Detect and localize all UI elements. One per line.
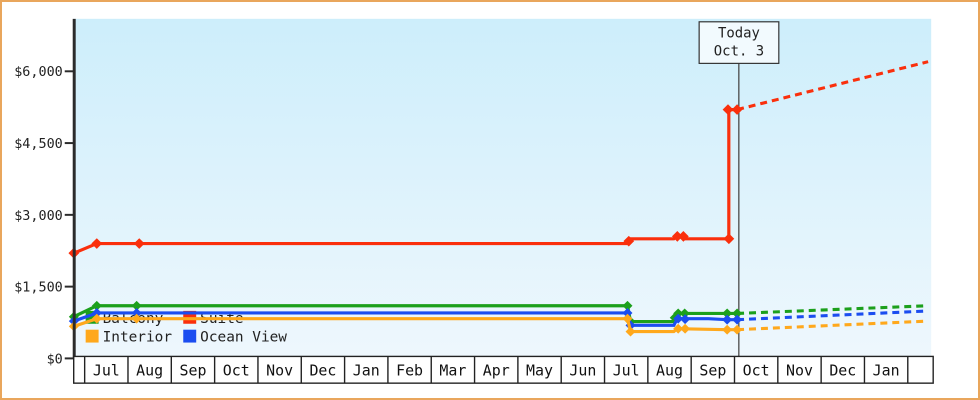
month-label: Dec bbox=[829, 362, 856, 380]
month-label: Nov bbox=[266, 362, 293, 380]
forecast-line-interior bbox=[737, 319, 929, 332]
data-marker-ocean_view bbox=[622, 307, 633, 318]
data-marker-balcony bbox=[673, 308, 684, 319]
data-marker-suite bbox=[723, 233, 735, 245]
month-label: Feb bbox=[396, 362, 423, 380]
month-label: Sep bbox=[699, 362, 726, 380]
y-axis-label: $4,500 bbox=[14, 137, 63, 152]
today-label: Today bbox=[718, 26, 760, 42]
data-marker-balcony bbox=[679, 308, 690, 319]
month-label: Oct bbox=[743, 362, 770, 380]
month-label: Jun bbox=[569, 362, 596, 380]
data-marker-interior bbox=[625, 326, 636, 337]
y-axis-label: $0 bbox=[47, 352, 63, 367]
data-marker-interior bbox=[732, 324, 743, 335]
month-label: Aug bbox=[136, 362, 163, 380]
plot-background bbox=[74, 18, 932, 357]
price-series-interior bbox=[68, 313, 929, 337]
month-label: Oct bbox=[223, 362, 250, 380]
month-label: Nov bbox=[786, 362, 813, 380]
legend-swatch-ocean-view bbox=[183, 329, 197, 343]
month-label: Jul bbox=[93, 362, 120, 380]
month-label: Mar bbox=[439, 362, 466, 380]
data-marker-ocean_view bbox=[680, 314, 691, 325]
legend-item: Interior bbox=[85, 329, 173, 346]
data-marker-interior bbox=[680, 323, 691, 334]
y-axis-label: $1,500 bbox=[14, 281, 63, 296]
data-marker-ocean_view bbox=[722, 314, 733, 325]
data-marker-balcony bbox=[722, 308, 733, 319]
y-axis-label: $6,000 bbox=[14, 65, 63, 80]
today-box bbox=[698, 21, 780, 64]
legend-label: Ocean View bbox=[200, 330, 287, 346]
data-marker-balcony bbox=[622, 300, 633, 311]
data-marker-balcony bbox=[732, 308, 743, 319]
forecast-line-suite bbox=[736, 60, 929, 112]
data-marker-ocean_view bbox=[732, 314, 743, 325]
month-label: Jan bbox=[873, 362, 900, 380]
price-line-ocean_view bbox=[73, 311, 738, 327]
month-label: Aug bbox=[656, 362, 683, 380]
legend-label: Interior bbox=[103, 330, 173, 346]
month-label: Dec bbox=[309, 362, 336, 380]
month-label: Jan bbox=[353, 362, 380, 380]
month-label: Jul bbox=[613, 362, 640, 380]
forecast-line-ocean_view bbox=[737, 309, 929, 322]
month-row bbox=[73, 355, 934, 384]
data-marker-suite bbox=[671, 231, 683, 242]
month-axis: Jul Aug Sep Oct Nov Dec Jan Feb Mar Apr May Jun Jul A… bbox=[73, 355, 934, 384]
forecast-line-balcony bbox=[737, 304, 929, 315]
month-label: Sep bbox=[179, 362, 206, 380]
y-axis-label: $3,000 bbox=[14, 209, 63, 224]
data-marker-interior bbox=[622, 313, 633, 324]
legend-swatch-interior bbox=[85, 329, 99, 343]
data-marker-ocean_view bbox=[673, 313, 684, 324]
data-marker-interior bbox=[673, 323, 684, 334]
month-label: May bbox=[526, 362, 553, 380]
legend-item: Ocean View bbox=[183, 330, 287, 346]
data-marker-interior bbox=[722, 324, 733, 335]
data-marker-suite bbox=[623, 235, 635, 247]
today-date-label: Oct. 3 bbox=[714, 43, 764, 59]
month-label: Apr bbox=[483, 362, 510, 380]
